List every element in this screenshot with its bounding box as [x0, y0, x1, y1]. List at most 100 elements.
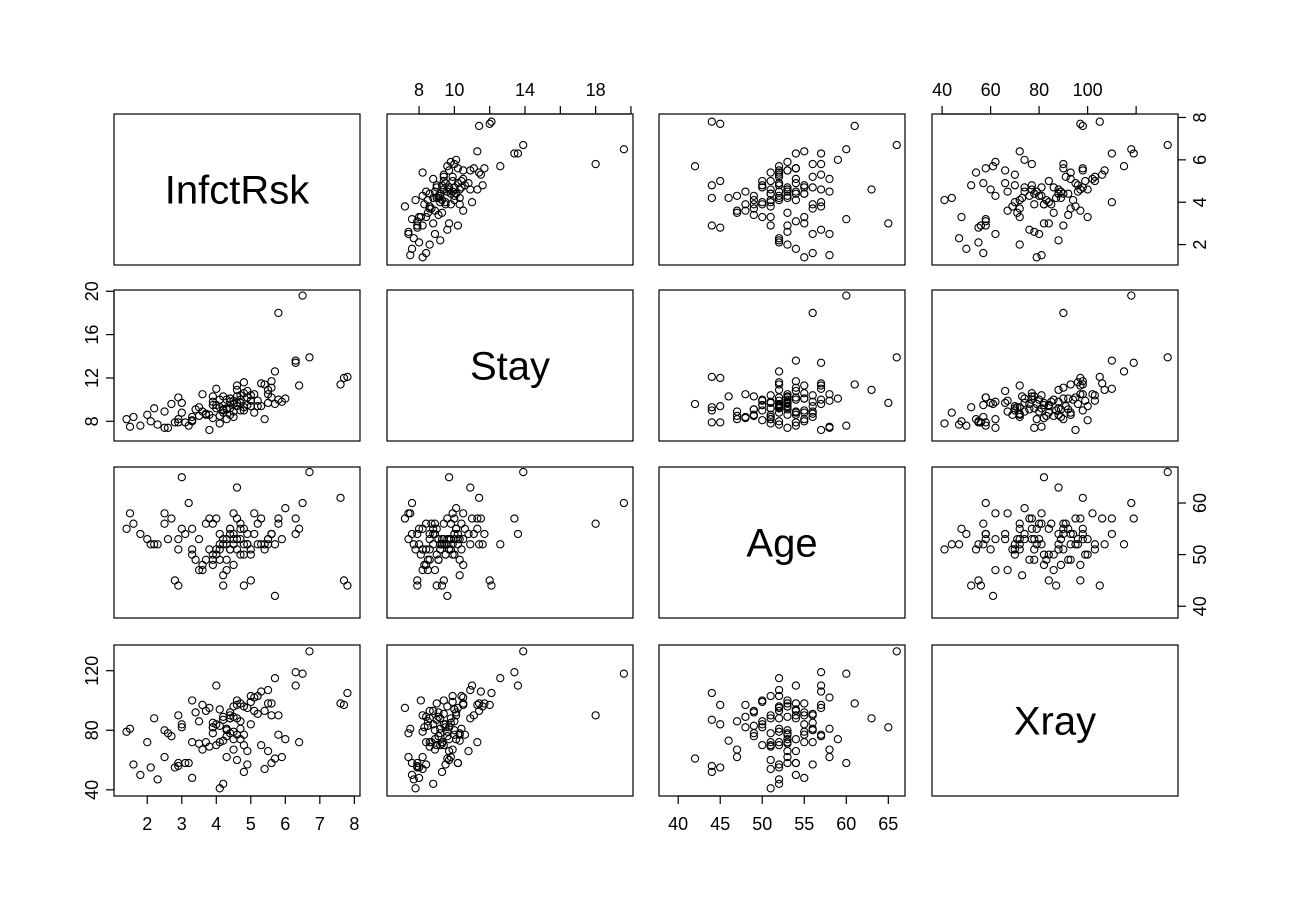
point: [143, 410, 152, 419]
point: [766, 711, 775, 720]
point: [478, 540, 487, 549]
point: [783, 166, 792, 175]
point: [420, 200, 429, 209]
point: [1083, 401, 1092, 411]
point: [783, 191, 792, 201]
point: [236, 724, 245, 733]
point: [816, 202, 826, 211]
point: [947, 193, 956, 203]
point: [1098, 514, 1107, 523]
point: [1078, 493, 1087, 503]
point: [414, 540, 424, 549]
point: [774, 763, 784, 772]
panel-age-age: Age: [658, 466, 906, 619]
point: [716, 373, 725, 383]
point: [519, 647, 528, 656]
point: [1051, 193, 1061, 203]
point: [451, 155, 461, 164]
point: [451, 524, 461, 533]
point: [1047, 397, 1056, 406]
point: [439, 172, 448, 181]
point: [741, 723, 750, 732]
point: [800, 720, 809, 729]
point: [1076, 576, 1085, 585]
point: [808, 709, 817, 719]
point: [808, 200, 817, 209]
point: [1163, 467, 1172, 477]
point: [400, 514, 410, 523]
point: [485, 119, 494, 128]
point: [1081, 396, 1090, 405]
point: [1049, 208, 1058, 217]
point: [474, 493, 484, 503]
point: [1034, 535, 1044, 544]
point: [991, 157, 1000, 167]
point: [732, 752, 742, 762]
point: [343, 581, 352, 590]
point: [783, 221, 792, 230]
x-tick-label: 60: [981, 80, 1001, 100]
point: [1073, 540, 1083, 549]
point: [253, 519, 262, 528]
point: [414, 238, 424, 247]
point: [850, 121, 859, 131]
point: [1049, 183, 1058, 192]
point: [414, 524, 424, 533]
point: [1059, 519, 1068, 528]
point: [1027, 388, 1036, 398]
y-tick-label: 16: [82, 325, 102, 345]
point: [208, 560, 217, 570]
point: [243, 746, 252, 756]
point: [1013, 208, 1022, 217]
point: [1071, 178, 1080, 188]
point: [423, 565, 433, 575]
point: [1032, 540, 1041, 549]
y-tick-label: 40: [82, 780, 102, 800]
point: [416, 212, 425, 222]
point: [783, 410, 792, 419]
point: [267, 529, 276, 539]
point: [808, 159, 817, 169]
point: [496, 673, 505, 683]
point: [429, 174, 438, 184]
point: [125, 724, 135, 733]
y-tick-label: 60: [1190, 493, 1210, 513]
point: [1078, 529, 1087, 539]
point: [404, 227, 413, 237]
point: [1059, 383, 1068, 392]
point: [707, 193, 716, 203]
point: [201, 410, 211, 419]
point: [732, 206, 742, 215]
point: [436, 236, 445, 245]
point: [842, 421, 851, 430]
point: [191, 555, 200, 564]
point: [464, 529, 473, 539]
point: [444, 219, 454, 228]
point: [800, 738, 809, 747]
point: [1015, 147, 1024, 156]
x-axis-stay: 8 10 14 18: [414, 80, 632, 115]
point: [1076, 514, 1085, 523]
point: [758, 723, 767, 732]
point: [160, 509, 169, 518]
y-tick-label: 80: [82, 720, 102, 740]
point: [971, 168, 981, 177]
point: [143, 535, 152, 544]
point: [591, 711, 600, 720]
point: [1083, 416, 1092, 425]
point: [222, 555, 231, 564]
point: [825, 752, 834, 762]
point: [1027, 181, 1036, 190]
point: [473, 738, 482, 747]
point: [136, 421, 145, 430]
panel-stay-xray: [931, 289, 1179, 442]
point: [229, 745, 238, 754]
point: [229, 702, 238, 711]
point: [808, 204, 817, 213]
point: [429, 706, 438, 716]
point: [791, 217, 801, 226]
point: [1039, 550, 1049, 559]
point: [236, 524, 245, 533]
point: [291, 514, 300, 523]
y-tick-label: 50: [1190, 545, 1210, 565]
